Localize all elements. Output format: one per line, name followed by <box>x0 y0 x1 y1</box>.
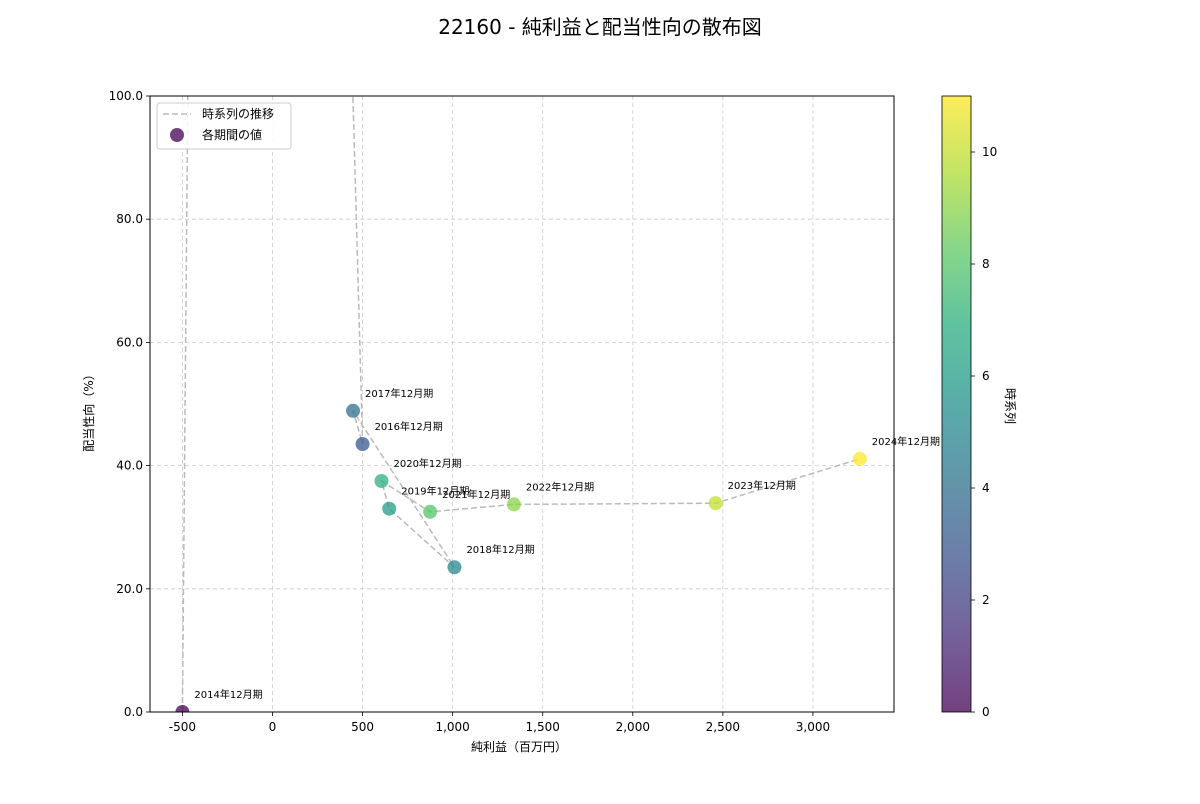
y-tick-label: 60.0 <box>116 335 143 349</box>
x-tick-label: 3,000 <box>796 720 830 734</box>
data-point <box>447 560 462 575</box>
y-axis-label: 配当性向（%） <box>81 368 96 451</box>
point-label: 2019年12月期 <box>401 485 469 498</box>
colorbar-gradient <box>941 95 972 713</box>
colorbar-tick-label: 2 <box>982 593 990 607</box>
colorbar: 0 2 4 6 8 10 時系列 <box>941 95 1017 719</box>
x-tick-label: 2,000 <box>616 720 650 734</box>
y-tick-label: 40.0 <box>116 459 143 473</box>
y-tick-label: 80.0 <box>116 212 143 226</box>
y-tick-label: 0.0 <box>124 705 143 719</box>
point-labels: 2014年12月期 2016年12月期 2017年12月期 2018年12月期 2019… <box>194 387 940 701</box>
data-point <box>374 474 389 488</box>
point-label: 2023年12月期 <box>728 479 796 492</box>
legend-marker-swatch <box>170 128 184 142</box>
point-label: 2024年12月期 <box>872 435 940 448</box>
data-point <box>423 504 438 519</box>
colorbar-tick-label: 8 <box>982 257 990 271</box>
x-axis-label: 純利益（百万円） <box>471 740 567 754</box>
colorbar-tick-label: 10 <box>982 145 997 159</box>
y-tick-label: 20.0 <box>116 582 143 596</box>
legend-label-trend: 時系列の推移 <box>202 107 274 121</box>
point-label: 2016年12月期 <box>375 420 443 433</box>
colorbar-ticks: 0 2 4 6 8 10 <box>971 145 997 719</box>
grid-lines <box>150 95 894 713</box>
point-label: 2021年12月期 <box>442 488 510 501</box>
data-point <box>382 501 397 516</box>
data-point <box>175 705 190 712</box>
colorbar-label: 時系列 <box>1003 388 1017 424</box>
plot-frame <box>149 95 895 713</box>
point-label: 2018年12月期 <box>466 543 534 556</box>
data-point <box>852 451 867 466</box>
x-tick-label: 1,500 <box>526 720 560 734</box>
x-tick-label: 500 <box>351 720 374 734</box>
x-tick-label: 2,500 <box>706 720 740 734</box>
data-point <box>355 437 370 452</box>
x-tick-label: 0 <box>269 720 277 734</box>
y-tick-label: 100.0 <box>109 89 143 103</box>
colorbar-tick-label: 6 <box>982 369 990 383</box>
legend-label-values: 各期間の値 <box>202 127 262 142</box>
series-layer <box>175 96 867 712</box>
x-axis: -500 0 500 1,000 1,500 2,000 2,500 3,000 <box>169 712 830 734</box>
point-label: 2014年12月期 <box>194 688 262 701</box>
data-point <box>506 497 521 512</box>
legend: 時系列の推移 各期間の値 <box>156 102 292 150</box>
point-label: 2020年12月期 <box>393 457 461 470</box>
chart-title: 22160 - 純利益と配当性向の散布図 <box>438 15 762 39</box>
colorbar-tick-label: 0 <box>982 705 990 719</box>
point-label: 2017年12月期 <box>365 387 433 400</box>
colorbar-tick-label: 4 <box>982 481 990 495</box>
x-tick-label: -500 <box>169 720 196 734</box>
y-axis: 0.0 20.0 40.0 60.0 80.0 100.0 <box>109 89 150 719</box>
data-point <box>708 496 723 511</box>
data-point <box>346 403 361 418</box>
point-label: 2022年12月期 <box>526 480 594 493</box>
x-tick-label: 1,000 <box>435 720 469 734</box>
trend-line <box>181 96 861 712</box>
